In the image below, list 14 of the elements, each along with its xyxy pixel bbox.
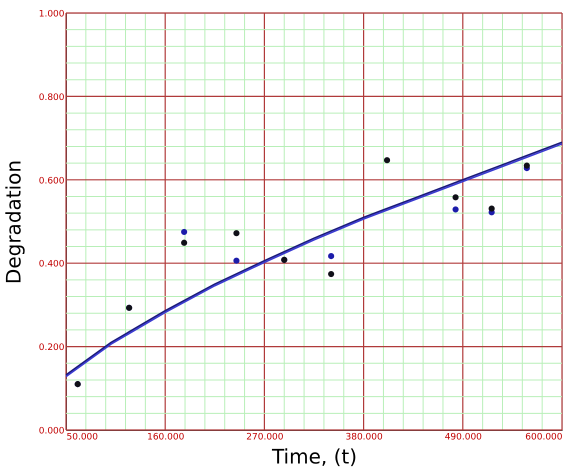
y-tick-label: 0.000 <box>38 426 65 436</box>
y-tick-label: 0.400 <box>38 260 65 270</box>
x-tick-label: 160.000 <box>147 432 185 442</box>
y-tick-label: 0.800 <box>38 92 65 103</box>
x-axis-title: Time, (t) <box>270 444 358 468</box>
x-tick-label: 490.000 <box>444 432 482 442</box>
y-axis-title: Degradation <box>2 160 26 284</box>
y-tick-label: 0.200 <box>38 343 65 354</box>
y-tick-label: 1.000 <box>38 10 65 20</box>
x-tick-label: 50.000 <box>66 432 98 442</box>
x-tick-label: 600.000 <box>525 432 563 442</box>
x-tick-label: 380.000 <box>345 432 383 442</box>
x-tick-label: 270.000 <box>246 432 284 442</box>
y-tick-label: 0.600 <box>38 176 65 186</box>
